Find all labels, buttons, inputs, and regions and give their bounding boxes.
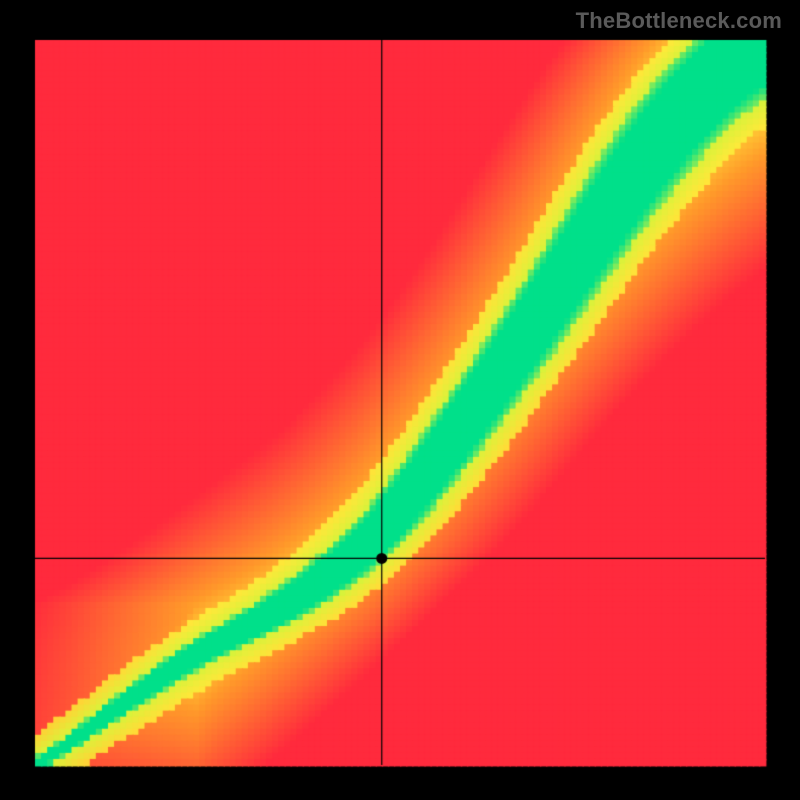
watermark-text: TheBottleneck.com	[576, 8, 782, 34]
chart-container: TheBottleneck.com	[0, 0, 800, 800]
bottleneck-heatmap	[0, 0, 800, 800]
